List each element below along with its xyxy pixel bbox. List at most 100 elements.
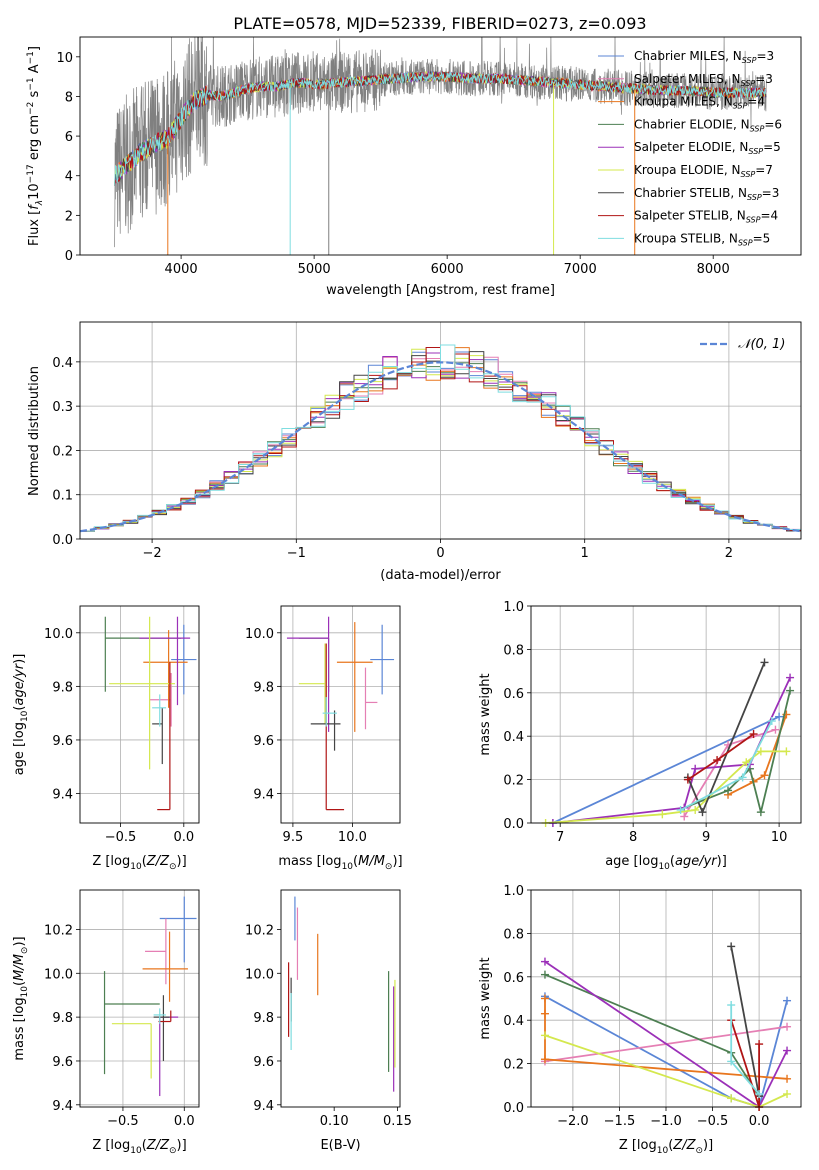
x-tick-label: 0.0 [749, 1114, 770, 1129]
legend-text: Chabrier MILES, N [634, 49, 742, 63]
y-tick-label: 9.4 [253, 1099, 274, 1114]
x-axis-label: age [log10(age/yr)] [605, 854, 727, 872]
y-tick-label: 9.6 [253, 734, 274, 749]
legend-label: Chabrier ELODIE, NSSP=6 [634, 117, 782, 133]
label-part: ] [27, 46, 42, 51]
label-part: )] [392, 854, 402, 869]
legend-label: Chabrier MILES, NSSP=3 [634, 49, 774, 65]
label-part: )] [12, 654, 27, 664]
axes-frame [79, 605, 200, 824]
weight-line-salpeter-elodie [552, 677, 791, 823]
y-tick-label: 0.6 [503, 971, 524, 986]
x-tick-label: −2.0 [557, 1114, 589, 1129]
x-tick-label: 0.15 [383, 1114, 412, 1129]
label-part: ⊙ [169, 1146, 177, 1156]
legend-label: Kroupa STELIB, NSSP=5 [634, 231, 770, 247]
x-axis-label: mass [log10(M/M⊙)] [278, 854, 402, 872]
y-axis-label: mass weight [478, 957, 493, 1039]
weight-line-salpeter-stelib [730, 1019, 760, 1107]
y-tick-label: 0.4 [503, 1014, 524, 1029]
label-part: / [12, 964, 27, 971]
x-tick-label: 2 [725, 546, 733, 561]
y-tick-label: 0.2 [503, 774, 524, 789]
histogram-kroupa-stelib [80, 344, 801, 532]
label-part: yr [12, 662, 27, 678]
weight_vs_Z-chart: −2.0 −1.5 −1.0 −0.5 0.0 0.0 0.2 0.4 0.6 0.8 1.0 Z [… [478, 884, 802, 1156]
legend-post: =5 [753, 231, 771, 245]
y-tick-label: 10.0 [44, 967, 73, 982]
label-part: age [log [12, 722, 27, 775]
x-axis-label: Z [log10(Z/Z⊙)] [92, 1138, 186, 1156]
weight-line-salpeter-elodie [544, 960, 788, 1107]
x-axis-label: E(B-V) [320, 1138, 360, 1153]
legend-post: =3 [755, 72, 773, 86]
label-part: mass [log [278, 854, 341, 869]
weight-line-kroupa-elodie [544, 1034, 788, 1107]
y-tick-label: 9.8 [253, 1011, 274, 1026]
legend-sub: SSP [746, 216, 761, 225]
y-tick-label: 0 [65, 249, 73, 264]
y-tick-label: 9.6 [52, 734, 73, 749]
label-part: f [27, 203, 42, 210]
x-tick-label: 4000 [165, 262, 198, 277]
x-axis-label: Z [log10(Z/Z⊙)] [619, 1138, 713, 1156]
mass_vs_Z-chart: −0.5 0.09.49.69.810.010.2Z [log10(Z/Z⊙)]m… [12, 889, 200, 1156]
label-part: −1 [26, 51, 36, 64]
label-part: / [368, 854, 375, 869]
label-part: age [12, 681, 27, 705]
legend-text: Chabrier ELODIE, N [634, 117, 750, 131]
label-part: M [12, 954, 27, 965]
label-part: / [155, 1138, 162, 1153]
y-tick-label: 10.0 [245, 627, 274, 642]
legend-sub: SSP [747, 193, 762, 202]
label-part: ( [668, 1138, 673, 1153]
y-tick-label: 10 [56, 51, 73, 66]
legend-label: Kroupa MILES, NSSP=4 [634, 95, 765, 111]
label-part: )] [177, 854, 187, 869]
legend-label: Salpeter MILES, NSSP=3 [634, 72, 773, 88]
legend-text: Kroupa ELODIE, N [634, 163, 741, 177]
label-part: yr [703, 854, 719, 869]
age_vs_Z-chart: −0.5 0.09.49.69.810.0Z [log10(Z/Z⊙)]age [… [12, 605, 200, 872]
label-part: 10 [20, 986, 30, 998]
legend-text: Salpeter STELIB, N [634, 209, 746, 223]
y-tick-label: 0.2 [503, 1058, 524, 1073]
x-tick-label: 0 [436, 546, 444, 561]
y-tick-label: 9.4 [253, 788, 274, 803]
y-tick-label: 10.0 [245, 967, 274, 982]
y-tick-label: 0.6 [503, 687, 524, 702]
legend-post: =5 [763, 140, 781, 154]
y-tick-label: 0.1 [52, 489, 73, 504]
label-part: ( [12, 706, 27, 711]
label-part: / [698, 854, 705, 869]
x-tick-label: 8 [629, 830, 637, 845]
x-tick-label: 9 [702, 830, 710, 845]
label-part: age [675, 854, 699, 869]
legend-sub: SSP [742, 56, 757, 65]
weight-line-kroupa-miles [727, 714, 788, 796]
spectrum-chart: 4000 5000 6000 7000 8000 0 2 4 6 8 10 wavelength [A… [26, 36, 802, 298]
x-tick-label: 0.0 [173, 830, 194, 845]
legend-post: =4 [747, 95, 765, 109]
x-tick-label: 0.0 [174, 1114, 195, 1129]
y-tick-label: 0.2 [52, 444, 73, 459]
label-part: ( [670, 854, 675, 869]
legend-label: Chabrier STELIB, NSSP=3 [634, 186, 779, 202]
x-tick-label: 7000 [564, 262, 597, 277]
legend-post: =6 [764, 117, 782, 131]
axes-frame [280, 605, 401, 824]
weight-line-chabrier-miles [552, 715, 780, 823]
figure-title: PLATE=0578, MJD=52339, FIBERID=0273, z=0… [233, 14, 646, 33]
x-tick-label: 9.5 [283, 830, 304, 845]
label-part: Z [146, 854, 157, 869]
y-tick-label: 9.8 [52, 680, 73, 695]
label-part: 10 [27, 183, 42, 200]
label-part: −2 [26, 102, 36, 115]
label-part: ( [142, 854, 147, 869]
legend-text: Kroupa STELIB, N [634, 231, 738, 245]
y-tick-label: 0.0 [52, 533, 73, 548]
y-tick-label: 8 [65, 90, 73, 105]
label-part: / [681, 1138, 688, 1153]
residuals-chart: −2 −1 0 1 2 0.0 0.1 0.2 0.3 0.4 (data-model)/error… [27, 321, 802, 583]
axes-frame [530, 605, 802, 824]
